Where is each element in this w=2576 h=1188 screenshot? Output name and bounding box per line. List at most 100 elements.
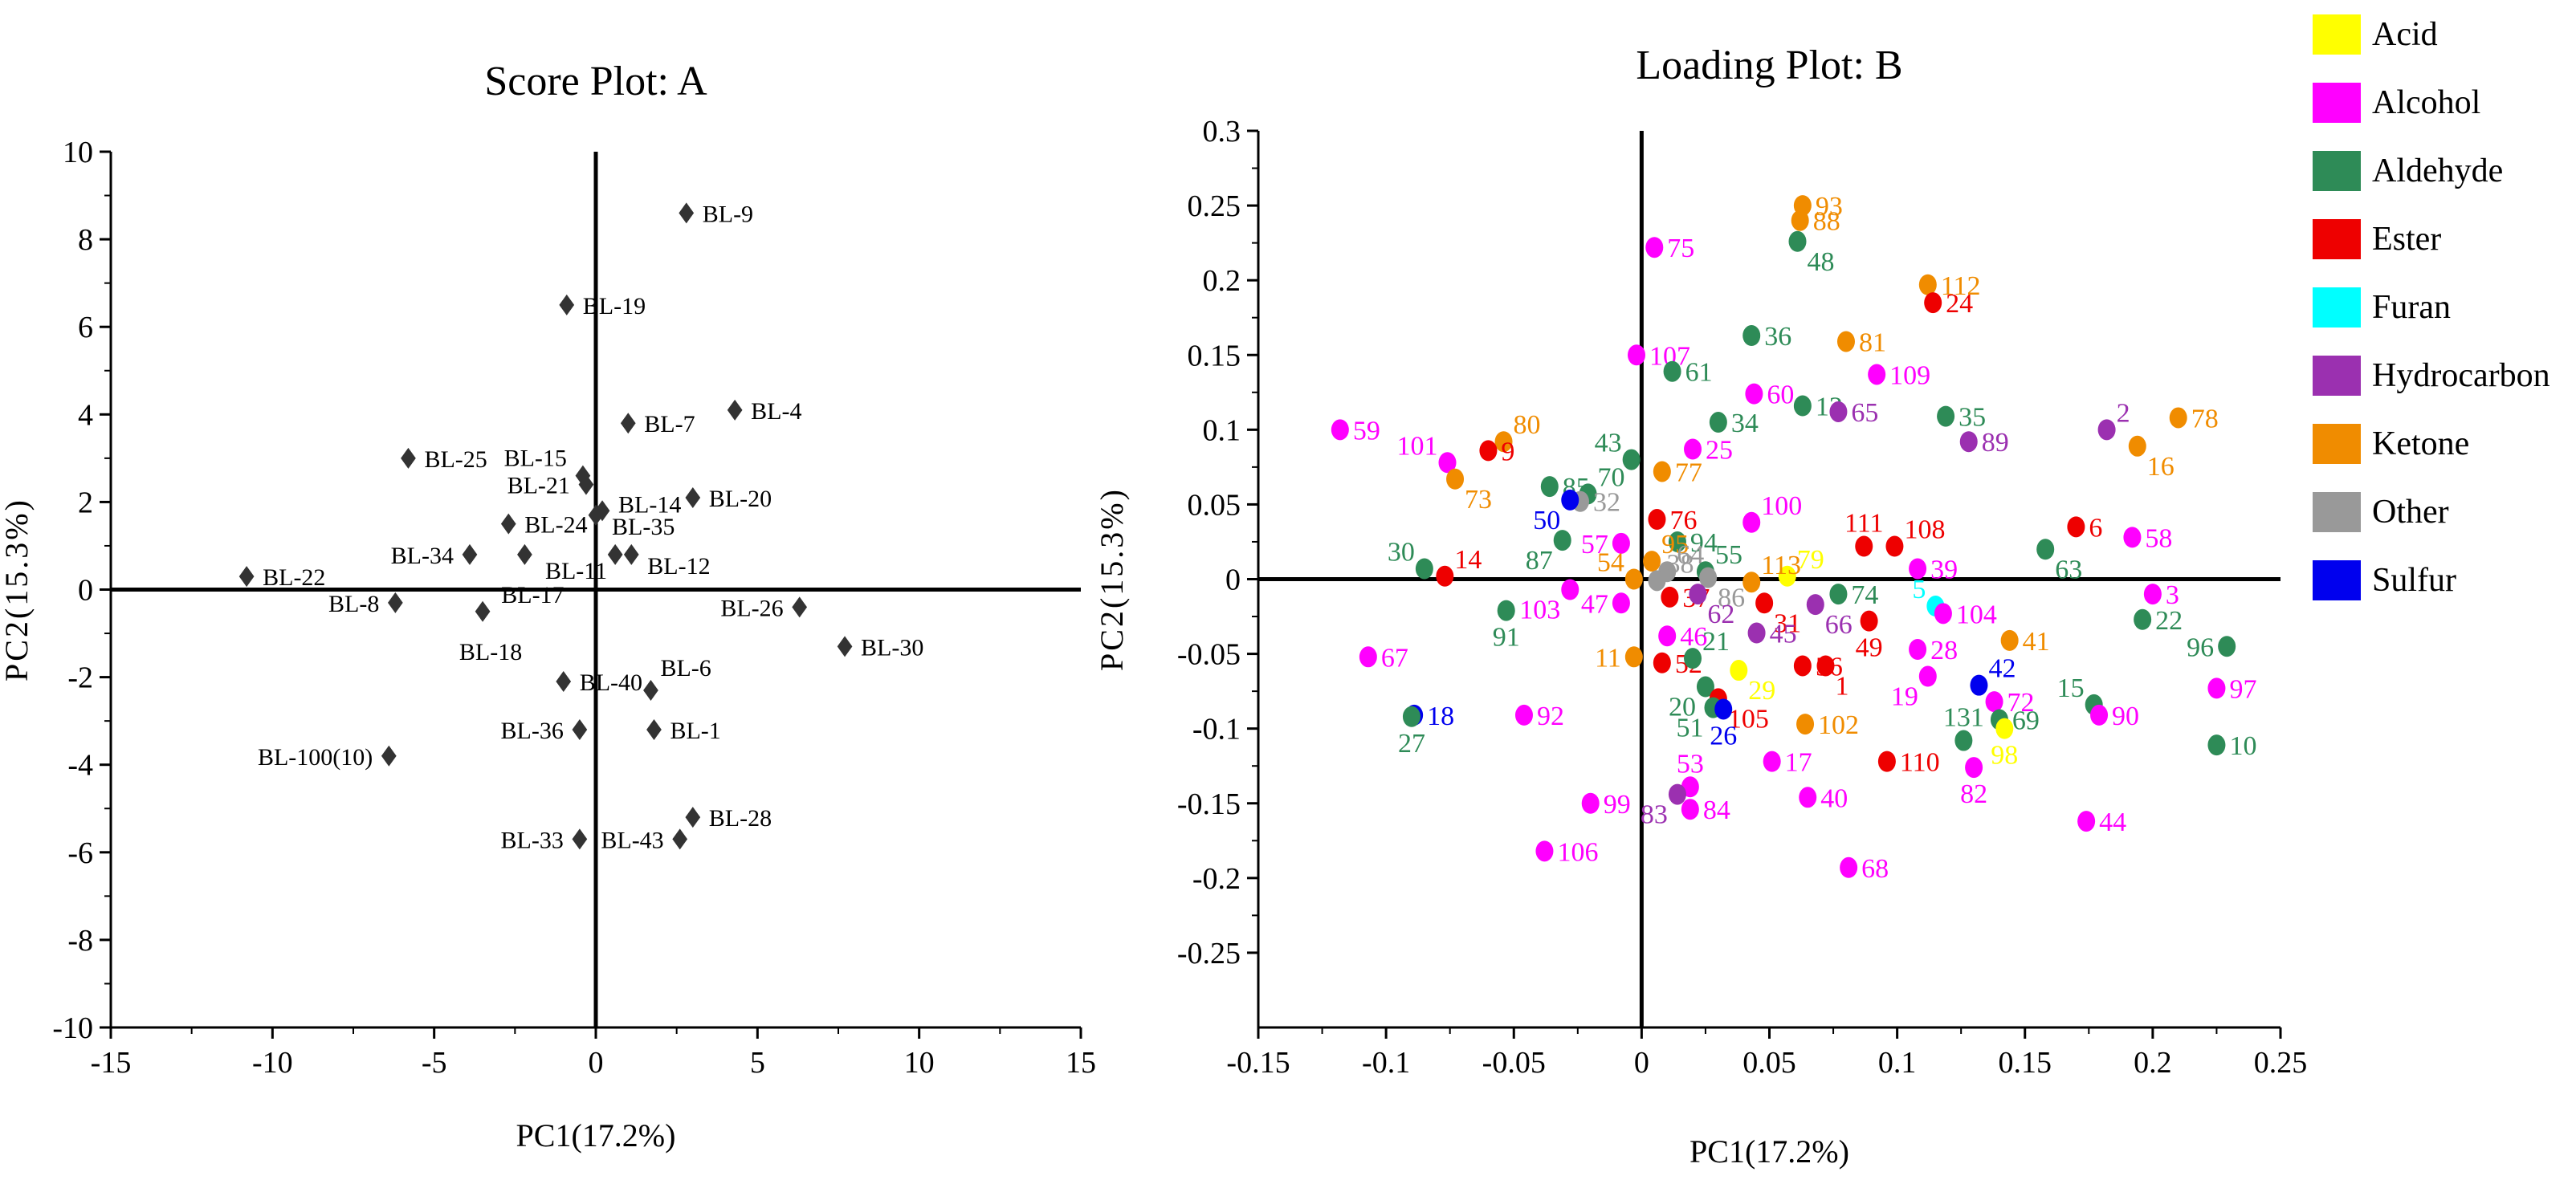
score-point: [620, 413, 636, 434]
y-tick-label: 10: [63, 136, 93, 169]
point-label: 66: [1825, 610, 1853, 640]
point-label: 76: [1669, 506, 1697, 535]
point-label: 41: [2023, 627, 2050, 657]
point-label: 78: [2191, 404, 2219, 433]
loading-point: [1985, 691, 2003, 713]
loading-point: [2169, 407, 2187, 429]
x-tick-label: 0: [589, 1046, 604, 1080]
y-tick-label: 0.05: [1188, 488, 1241, 522]
x-tick-label: -5: [422, 1046, 447, 1080]
point-label: BL-21: [507, 473, 570, 499]
y-tick-label: 0.2: [1203, 264, 1241, 298]
loading-point: [1829, 401, 1848, 422]
loading-point: [1661, 586, 1679, 608]
legend-label: Sulfur: [2372, 562, 2456, 599]
y-tick-label: 6: [78, 311, 93, 344]
point-label: 22: [2155, 606, 2183, 636]
point-label: 67: [1381, 643, 1408, 673]
x-tick-label: 0.1: [1878, 1046, 1917, 1080]
point-label: 112: [1941, 271, 1981, 301]
y-tick-label: 0.1: [1203, 413, 1241, 447]
point-label: 54: [1597, 548, 1624, 578]
point-label: 28: [1930, 636, 1958, 665]
y-tick-label: 0.3: [1203, 115, 1241, 148]
loading-point: [2207, 734, 2226, 756]
point-label: 131: [1943, 703, 1984, 733]
x-tick-label: 5: [750, 1046, 765, 1080]
point-label: BL-100(10): [258, 744, 373, 771]
legend-swatch-alcohol: [2313, 83, 2361, 123]
loading-point: [1514, 704, 1533, 726]
loading-point: [2067, 516, 2085, 538]
score-point: [679, 202, 695, 224]
y-tick-label: 0: [1225, 563, 1241, 597]
loading-plot-b: -0.15 -0.1 -0.05 0 0.05 0.1 0.15 0.2 0.250.30.25…: [1094, 43, 2307, 1170]
point-label: 43: [1595, 429, 1622, 458]
loading-point: [1359, 646, 1377, 668]
point-label: 81: [1859, 328, 1886, 357]
point-label: BL-30: [861, 634, 923, 661]
y-tick-label: -0.2: [1192, 862, 1241, 896]
x-tick-label: -0.15: [1226, 1046, 1290, 1080]
score-point: [792, 596, 808, 618]
loading-point: [1860, 610, 1878, 632]
y-tick-label: -4: [67, 749, 93, 783]
point-label: 106: [1557, 837, 1598, 867]
point-label: BL-20: [709, 486, 772, 512]
score-point: [578, 474, 594, 495]
point-label: 102: [1818, 710, 1859, 740]
point-label: 103: [1519, 596, 1560, 625]
loading-point: [1436, 565, 1454, 587]
point-label: 39: [1930, 555, 1958, 584]
loading-point: [1742, 511, 1761, 533]
loading-point: [1840, 856, 1858, 878]
x-tick-label: -10: [252, 1046, 293, 1080]
loading-point: [1696, 676, 1714, 698]
point-label: 97: [2229, 674, 2256, 704]
loading-point: [1668, 531, 1686, 552]
y-tick-label: -0.15: [1177, 787, 1241, 821]
point-label: BL-6: [660, 655, 711, 681]
point-label: 57: [1581, 530, 1608, 559]
point-label: 105: [1728, 704, 1769, 734]
score-point: [381, 745, 397, 767]
loading-point: [1793, 655, 1812, 677]
point-label: 96: [2187, 633, 2214, 662]
loading-point: [1497, 600, 1515, 621]
point-label: 35: [1958, 403, 1986, 433]
point-label: 94: [1690, 528, 1718, 558]
x-tick-label: -15: [91, 1046, 132, 1080]
legend-swatch-aldehyde: [2313, 151, 2361, 191]
chart-title: Score Plot: A: [484, 59, 707, 104]
loading-point: [1553, 530, 1571, 551]
legend-swatch-furan: [2313, 287, 2361, 328]
loading-point: [1581, 792, 1600, 814]
score-point: [685, 807, 701, 828]
point-label: 46: [1680, 622, 1707, 652]
legend-swatch-ester: [2313, 219, 2361, 259]
point-label: 60: [1767, 380, 1794, 410]
loading-point: [1788, 230, 1807, 252]
legend-swatch-other: [2313, 492, 2361, 532]
score-point: [646, 719, 662, 741]
x-tick-label: 10: [904, 1046, 935, 1080]
score-point: [727, 399, 743, 421]
point-label: 2: [2117, 398, 2130, 428]
loading-point: [1645, 237, 1664, 258]
score-point: [588, 504, 604, 526]
loading-point: [1402, 706, 1420, 727]
score-point: [643, 679, 658, 701]
loading-point: [1561, 579, 1579, 600]
point-label: 99: [1604, 790, 1631, 820]
y-tick-label: -0.1: [1192, 713, 1241, 747]
point-label: 92: [1537, 702, 1564, 731]
loading-point: [1806, 594, 1824, 616]
loading-point: [1653, 461, 1671, 482]
chart-title: Loading Plot: B: [1636, 43, 1902, 88]
point-label: 63: [2055, 555, 2082, 584]
point-label: 16: [2147, 452, 2175, 482]
point-label: 98: [1991, 741, 2018, 771]
point-label: 100: [1761, 491, 1802, 521]
legend-swatch-sulfur: [2313, 560, 2361, 600]
